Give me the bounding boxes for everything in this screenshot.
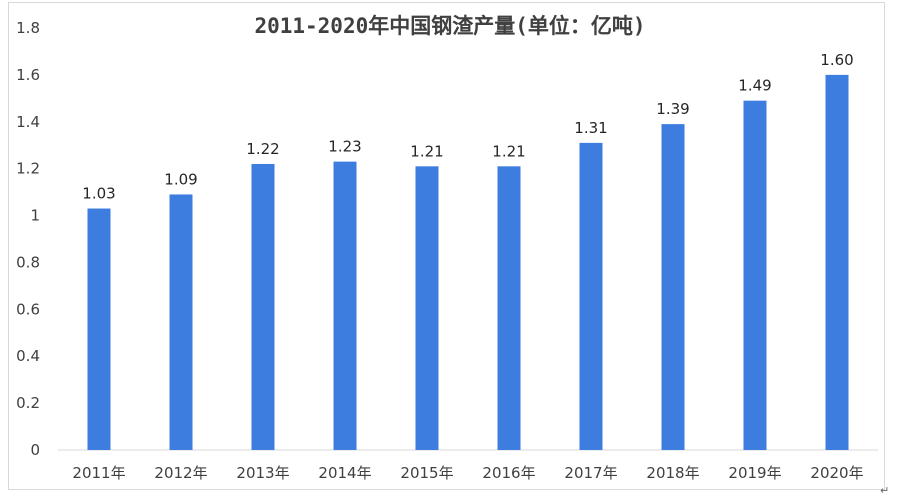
bar bbox=[579, 142, 603, 450]
x-tick-label: 2011年 bbox=[72, 464, 125, 482]
y-tick-label: 0.4 bbox=[16, 347, 40, 365]
y-tick-label: 0.6 bbox=[16, 300, 40, 318]
x-tick-label: 2016年 bbox=[482, 464, 535, 482]
y-tick-label: 1.8 bbox=[16, 19, 40, 37]
bar bbox=[743, 100, 767, 450]
chart-title: 2011-2020年中国钢渣产量(单位：亿吨) bbox=[254, 14, 646, 38]
bar bbox=[333, 161, 357, 450]
y-tick-label: 1 bbox=[30, 207, 40, 225]
x-tick-label: 2012年 bbox=[154, 464, 207, 482]
data-label: 1.39 bbox=[656, 100, 689, 118]
data-label: 1.21 bbox=[410, 142, 443, 160]
bar bbox=[169, 194, 193, 450]
data-label: 1.09 bbox=[164, 170, 197, 188]
bar bbox=[251, 163, 275, 450]
data-label: 1.60 bbox=[820, 51, 853, 69]
x-tick-label: 2020年 bbox=[810, 464, 863, 482]
data-label: 1.31 bbox=[574, 119, 607, 137]
data-label: 1.22 bbox=[246, 140, 279, 158]
data-label: 1.23 bbox=[328, 138, 361, 156]
y-tick-label: 1.6 bbox=[16, 66, 40, 84]
bar bbox=[87, 208, 111, 450]
x-tick-label: 2019年 bbox=[728, 464, 781, 482]
x-tick-label: 2014年 bbox=[318, 464, 371, 482]
data-label: 1.21 bbox=[492, 142, 525, 160]
bar bbox=[497, 166, 521, 451]
chart-frame bbox=[8, 2, 885, 490]
bar bbox=[661, 124, 685, 450]
y-tick-label: 1.4 bbox=[16, 113, 40, 131]
data-label: 1.49 bbox=[738, 77, 771, 95]
y-tick-label: 0 bbox=[30, 441, 40, 459]
x-tick-label: 2017年 bbox=[564, 464, 617, 482]
x-tick-label: 2015年 bbox=[400, 464, 453, 482]
bar bbox=[825, 74, 849, 450]
return-mark: ↵ bbox=[880, 484, 890, 497]
y-tick-label: 1.2 bbox=[16, 160, 40, 178]
y-tick-label: 0.2 bbox=[16, 394, 40, 412]
x-tick-label: 2018年 bbox=[646, 464, 699, 482]
data-label: 1.03 bbox=[82, 185, 115, 203]
y-tick-label: 0.8 bbox=[16, 253, 40, 271]
bar bbox=[415, 166, 439, 451]
x-tick-label: 2013年 bbox=[236, 464, 289, 482]
